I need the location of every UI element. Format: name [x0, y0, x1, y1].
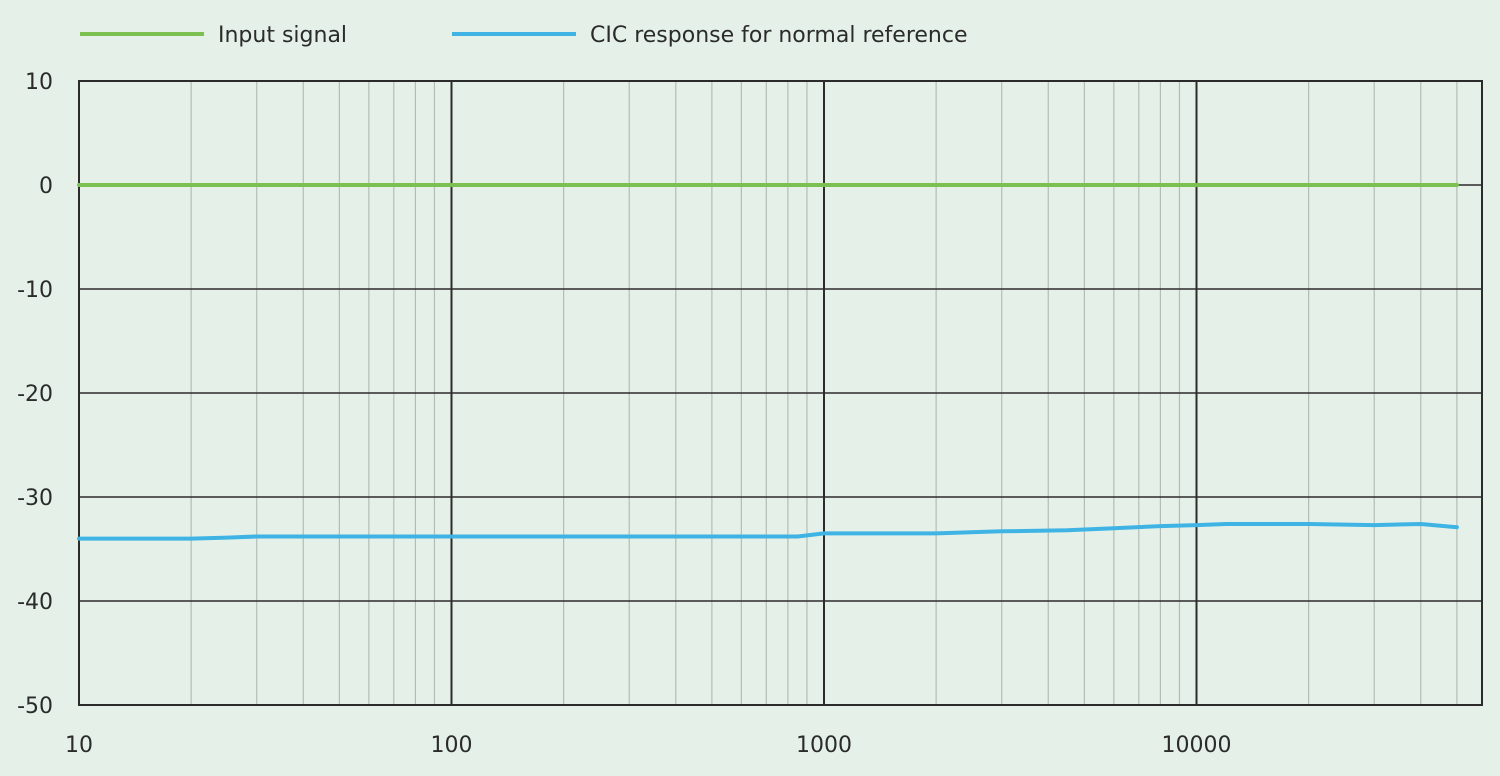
grid-major [79, 81, 1482, 705]
x-tick-label: 100 [431, 733, 473, 758]
plot-frame [78, 80, 1483, 706]
y-tick-label: -50 [17, 694, 53, 719]
legend-label-input-signal: Input signal [218, 23, 347, 48]
series-lines [77, 183, 1459, 541]
x-tick-label: 10000 [1162, 733, 1232, 758]
y-tick-label: -30 [17, 486, 53, 511]
x-tick-labels: 10 100 1000 10000 [65, 733, 1232, 758]
y-tick-label: 0 [39, 174, 53, 199]
legend: Input signal CIC response for normal refe… [80, 23, 968, 48]
legend-label-cic-response: CIC response for normal reference [590, 23, 968, 48]
y-tick-label: 10 [25, 70, 53, 95]
y-tick-label: -10 [17, 278, 53, 303]
x-tick-label: 1000 [796, 733, 852, 758]
y-tick-label: -40 [17, 590, 53, 615]
y-tick-label: -20 [17, 382, 53, 407]
series-line-cic-response [77, 522, 1459, 541]
x-tick-label: 10 [65, 733, 93, 758]
y-tick-labels: 10 0 -10 -20 -30 -40 -50 [17, 70, 53, 719]
